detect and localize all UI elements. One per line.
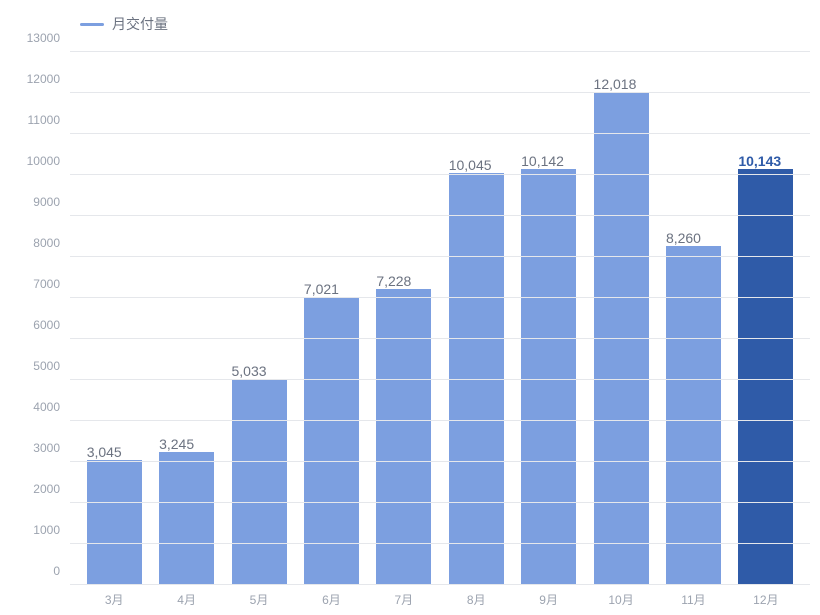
grid-line <box>70 543 810 544</box>
bar-value-label: 8,260 <box>666 230 701 246</box>
bar-value-label: 3,045 <box>87 444 122 460</box>
grid-line <box>70 51 810 52</box>
bar-slot: 7,2287月 <box>368 52 440 585</box>
bar-rect: 10,142 <box>521 169 576 585</box>
y-tick-label: 4000 <box>33 400 60 414</box>
legend-label: 月交付量 <box>112 14 168 34</box>
x-tick-label: 4月 <box>177 591 196 608</box>
plot-area: 3,0453月3,2454月5,0335月7,0216月7,2287月10,04… <box>70 52 810 585</box>
bar-rect: 3,045 <box>87 460 142 585</box>
grid-line <box>70 420 810 421</box>
x-tick-label: 3月 <box>105 591 124 608</box>
bar-value-label: 10,142 <box>521 153 564 169</box>
bar-slot: 12,01810月 <box>585 52 657 585</box>
x-tick-label: 12月 <box>753 591 778 608</box>
bar-value-label: 10,143 <box>738 153 781 169</box>
bar-slot: 10,1429月 <box>512 52 584 585</box>
grid-line <box>70 215 810 216</box>
grid-line <box>70 379 810 380</box>
bar-slot: 5,0335月 <box>223 52 295 585</box>
bar-rect: 10,143 <box>738 169 793 585</box>
bar-rect: 3,245 <box>159 452 214 585</box>
bar-value-label: 7,021 <box>304 281 339 297</box>
grid-line <box>70 338 810 339</box>
bar-value-label: 5,033 <box>232 363 267 379</box>
bar-rect: 7,021 <box>304 297 359 585</box>
grid-line <box>70 502 810 503</box>
legend: 月交付量 <box>80 14 810 34</box>
bar-slot: 3,2454月 <box>150 52 222 585</box>
grid-line <box>70 461 810 462</box>
grid-line <box>70 584 810 585</box>
bar-slot: 10,0458月 <box>440 52 512 585</box>
grid-line <box>70 133 810 134</box>
bar-value-label: 3,245 <box>159 436 194 452</box>
y-tick-label: 6000 <box>33 318 60 332</box>
x-tick-label: 6月 <box>322 591 341 608</box>
y-tick-label: 0 <box>53 564 60 578</box>
legend-swatch <box>80 23 104 26</box>
bar-slot: 3,0453月 <box>78 52 150 585</box>
x-tick-label: 10月 <box>608 591 633 608</box>
grid-line <box>70 256 810 257</box>
bar-slot: 8,26011月 <box>657 52 729 585</box>
grid-line <box>70 174 810 175</box>
bar-rect: 7,228 <box>376 289 431 585</box>
x-tick-label: 11月 <box>681 591 705 608</box>
bar-value-label: 10,045 <box>449 157 492 173</box>
y-tick-label: 2000 <box>33 482 60 496</box>
y-tick-label: 1000 <box>33 523 60 537</box>
bar-slot: 7,0216月 <box>295 52 367 585</box>
y-tick-label: 9000 <box>33 195 60 209</box>
y-tick-label: 13000 <box>27 31 60 45</box>
bars-container: 3,0453月3,2454月5,0335月7,0216月7,2287月10,04… <box>70 52 810 585</box>
y-tick-label: 8000 <box>33 236 60 250</box>
y-tick-label: 3000 <box>33 441 60 455</box>
x-tick-label: 9月 <box>539 591 558 608</box>
bar-value-label: 12,018 <box>594 76 637 92</box>
y-tick-label: 11000 <box>28 113 60 127</box>
y-tick-label: 10000 <box>27 154 60 168</box>
bar-chart: 月交付量 3,0453月3,2454月5,0335月7,0216月7,2287月… <box>0 0 820 615</box>
y-tick-label: 7000 <box>33 277 60 291</box>
grid-line <box>70 92 810 93</box>
bar-value-label: 7,228 <box>376 273 411 289</box>
x-tick-label: 8月 <box>467 591 486 608</box>
x-tick-label: 5月 <box>250 591 269 608</box>
bar-slot: 10,14312月 <box>730 52 802 585</box>
bar-rect: 5,033 <box>232 379 287 585</box>
grid-line <box>70 297 810 298</box>
y-tick-label: 5000 <box>33 359 60 373</box>
x-tick-label: 7月 <box>394 591 413 608</box>
y-tick-label: 12000 <box>27 72 60 86</box>
